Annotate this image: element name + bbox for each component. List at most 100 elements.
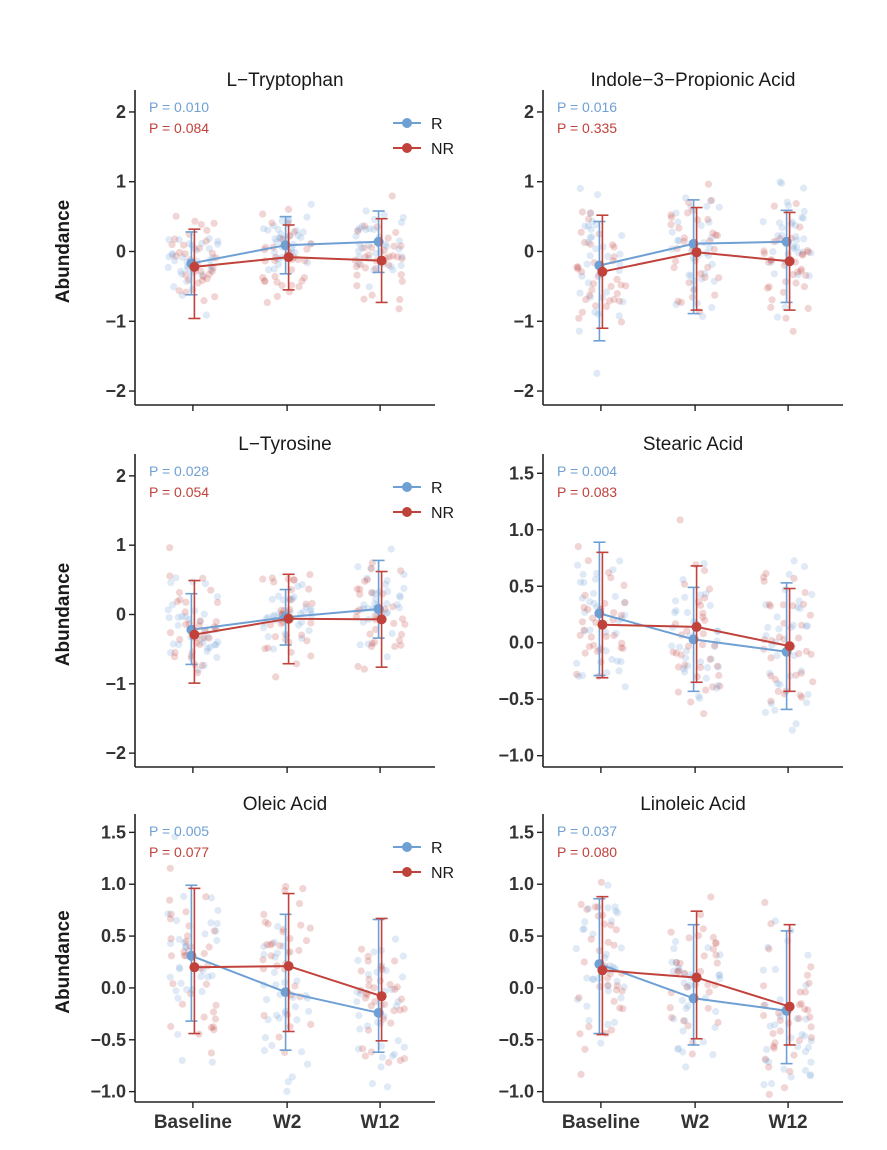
jitter-point — [716, 975, 724, 983]
jitter-point — [392, 228, 400, 237]
jitter-point — [264, 226, 272, 234]
jitter-point — [284, 217, 292, 225]
jitter-point — [584, 605, 592, 614]
jitter-point — [354, 662, 362, 671]
jitter-point — [602, 628, 610, 637]
jitter-point — [766, 1022, 774, 1030]
jitter-point — [396, 1056, 404, 1064]
jitter-point — [383, 653, 391, 661]
jitter-point — [365, 975, 373, 984]
jitter-point — [207, 919, 215, 927]
jitter-point — [385, 253, 393, 261]
jitter-point — [607, 282, 615, 290]
jitter-point — [182, 598, 190, 606]
jitter-point — [710, 245, 718, 253]
jitter-point — [621, 611, 629, 619]
jitter-point — [796, 988, 804, 996]
jitter-point — [259, 956, 267, 964]
jitter-point — [672, 209, 680, 217]
jitter-point — [804, 1006, 812, 1014]
jitter-point — [291, 1003, 299, 1011]
jitter-point — [197, 267, 205, 276]
jitter-point — [776, 680, 784, 689]
jitter-point — [574, 543, 582, 551]
jitter-point — [178, 270, 186, 278]
jitter-point — [798, 213, 806, 222]
jitter-point — [802, 622, 810, 630]
jitter-point — [765, 1063, 773, 1071]
jitter-point — [361, 994, 370, 1002]
jitter-point — [203, 647, 211, 656]
jitter-point — [261, 918, 269, 926]
jitter-point — [585, 1023, 593, 1031]
jitter-point — [593, 569, 601, 577]
jitter-point — [586, 626, 594, 634]
jitter-point — [367, 565, 375, 573]
jitter-point — [760, 577, 768, 585]
x-tick-label: W2 — [273, 1112, 302, 1133]
jitter-point — [792, 720, 800, 728]
jitter-point — [200, 610, 208, 618]
jitter-point — [799, 251, 807, 259]
jitter-point — [797, 1000, 805, 1008]
jitter-point — [578, 272, 586, 280]
jitter-point — [767, 920, 775, 928]
jitter-point — [366, 225, 374, 233]
jitter-point — [677, 298, 685, 306]
jitter-point — [800, 283, 809, 291]
jitter-point — [356, 1025, 364, 1033]
jitter-point — [620, 581, 628, 590]
jitter-point — [585, 643, 594, 651]
mean-point — [597, 619, 608, 630]
jitter-point — [771, 917, 780, 925]
jitter-point — [368, 589, 376, 597]
jitter-point — [193, 669, 202, 677]
jitter-point — [207, 1049, 215, 1057]
y-axis-label: Abundance — [53, 200, 74, 303]
jitter-point — [178, 613, 186, 621]
jitter-point — [203, 275, 211, 283]
jitter-point — [709, 683, 717, 691]
jitter-point — [680, 234, 689, 242]
jitter-point — [353, 282, 361, 290]
jitter-point — [684, 1002, 692, 1010]
y-tick-label: 1.0 — [509, 874, 534, 894]
jitter-point — [398, 973, 407, 981]
p-value-nr: P = 0.080 — [557, 844, 617, 860]
series-r — [593, 199, 793, 342]
y-tick-label: −0.5 — [90, 1030, 126, 1050]
jitter-point — [273, 292, 281, 300]
jitter-point — [361, 264, 370, 272]
jitter-point — [617, 994, 625, 1002]
jitter-point — [770, 1044, 778, 1052]
jitter-point — [687, 272, 695, 280]
chart-panel: Linoleic Acid −1.0 −0.5 0.0 0.5 1.0 1.5 Baselin… — [498, 794, 843, 1133]
jitter-point — [713, 684, 721, 692]
y-tick-label: 1 — [116, 172, 126, 192]
jitter-point — [204, 633, 212, 641]
jitter-point — [681, 661, 689, 669]
jitter-point — [372, 595, 380, 603]
jitter-point — [389, 252, 397, 260]
jitter-point — [585, 291, 594, 299]
jitter-point — [370, 225, 378, 234]
jitter-point — [400, 570, 408, 579]
jitter-point — [699, 641, 707, 649]
jitter-point — [620, 598, 629, 607]
y-tick-label: 2 — [524, 102, 534, 122]
jitter-point — [364, 971, 372, 979]
y-axis-label: Abundance — [53, 910, 74, 1013]
jitter-point — [208, 1058, 216, 1066]
jitter-point — [679, 576, 687, 584]
jitter-point — [761, 1055, 769, 1063]
jitter-point — [672, 300, 680, 309]
mean-point — [376, 255, 387, 266]
jitter-point — [205, 270, 213, 278]
jitter-point — [195, 244, 204, 252]
jitter-point — [604, 938, 612, 946]
x-tick-label: W12 — [769, 1112, 808, 1133]
jitter-point — [617, 657, 625, 666]
mean-point — [784, 1001, 795, 1012]
jitter-point — [363, 576, 371, 584]
jitter-point — [387, 545, 395, 553]
